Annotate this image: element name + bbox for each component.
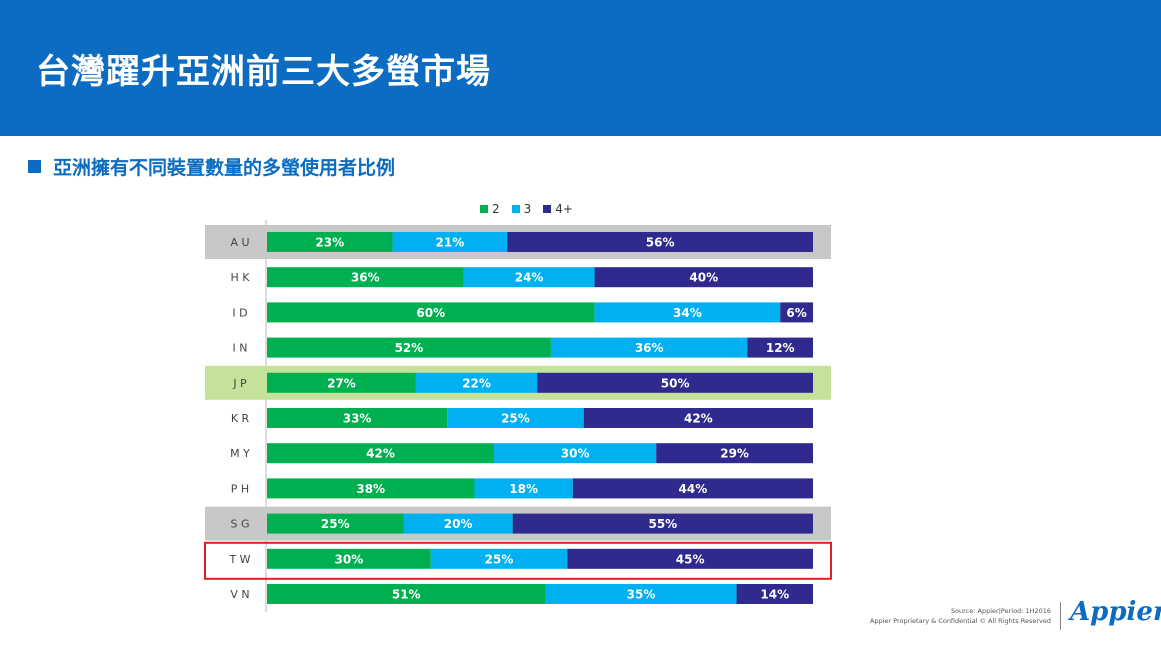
data-label: 52% [395, 341, 424, 355]
section-subtitle: 亞洲擁有不同裝置數量的多螢使用者比例 [53, 156, 396, 179]
legend-label: 4+ [555, 202, 573, 216]
bar-segment [463, 267, 595, 288]
data-label: 45% [676, 552, 705, 566]
data-label: 33% [343, 412, 372, 426]
data-label: 36% [351, 271, 380, 285]
data-label: 35% [627, 588, 656, 602]
bar-segment [267, 372, 416, 393]
data-label: 25% [485, 552, 514, 566]
data-label: 42% [684, 412, 713, 426]
data-label: 30% [335, 552, 364, 566]
data-label: 40% [689, 271, 718, 285]
bar-segment [583, 408, 813, 428]
legend-label: 3 [523, 202, 532, 216]
data-label: 56% [646, 236, 675, 250]
bar-segment [567, 548, 813, 569]
data-label: 20% [444, 517, 473, 531]
data-label: 23% [315, 236, 344, 250]
appier-logo: Appier [1070, 597, 1161, 627]
bar-segment [430, 548, 568, 569]
bar-segment [267, 267, 464, 288]
category-tick-label: S G [230, 518, 249, 531]
source-note: Source: Appier|Period: 1H2016 [950, 607, 1051, 615]
data-label: 18% [509, 482, 538, 496]
data-label: 55% [648, 517, 677, 531]
data-label: 30% [561, 447, 590, 461]
section-heading: 亞洲擁有不同裝置數量的多螢使用者比例 [28, 152, 395, 180]
footer-divider [1060, 602, 1061, 630]
header-banner: 台灣躍升亞洲前三大多螢市場 [0, 0, 1161, 136]
bar-segment [594, 302, 781, 323]
legend-swatch [480, 205, 488, 213]
data-label: 42% [366, 447, 395, 461]
category-tick-label: T W [228, 553, 250, 566]
category-tick-label: M Y [230, 447, 250, 460]
category-tick-label: P H [231, 482, 249, 495]
category-tick-label: K R [231, 412, 250, 425]
data-label: 22% [462, 376, 491, 390]
data-label: 34% [673, 306, 702, 320]
bar-segment [267, 584, 546, 604]
bar-segment [392, 232, 508, 252]
legend-swatch [543, 205, 552, 213]
data-label: 36% [635, 341, 664, 355]
bar-segment [537, 372, 813, 393]
square-bullet-icon [28, 159, 41, 173]
data-label: 60% [416, 306, 445, 320]
bar-segment [267, 478, 475, 499]
data-label: 50% [661, 376, 690, 390]
footer-text: Source: Appier|Period: 1H2016 Appier Pro… [870, 606, 1051, 626]
category-tick-label: V N [230, 588, 249, 601]
data-label: 25% [501, 412, 530, 426]
legend-label: 2 [492, 202, 500, 216]
bar-segment [736, 584, 813, 604]
data-label: 27% [327, 376, 356, 390]
legend-swatch [511, 205, 520, 213]
bar-segment [494, 443, 657, 464]
category-tick-label: J P [232, 377, 247, 390]
bar-segment [512, 513, 813, 534]
bar-segment [572, 478, 813, 499]
bar-segment [545, 584, 737, 604]
bar-segment [267, 337, 551, 358]
bar-segment [594, 267, 813, 288]
data-label: 38% [356, 482, 385, 496]
bar-segment [780, 302, 813, 323]
data-label: 14% [760, 588, 789, 602]
bar-segment [656, 443, 813, 464]
bar-segment [267, 443, 495, 464]
data-label: 44% [679, 482, 708, 496]
data-label: 12% [766, 341, 795, 355]
bar-segment [507, 232, 813, 252]
legend-item: 3 [511, 202, 532, 216]
bar-segment [267, 408, 448, 428]
bar-segment [267, 302, 595, 323]
category-tick-label: H K [231, 271, 251, 284]
page-title: 台灣躍升亞洲前三大多螢市場 [36, 52, 491, 92]
bar-segment [403, 513, 513, 534]
bar-segment [447, 408, 584, 428]
category-tick-label: I D [232, 306, 247, 319]
bar-segment [747, 337, 813, 358]
legend-item: 2 [480, 202, 500, 216]
legend-item: 4+ [543, 202, 573, 216]
confidential-note: Appier Proprietary & Confidential © All … [869, 617, 1051, 625]
data-label: 24% [515, 271, 544, 285]
bar-segment [474, 478, 573, 499]
data-label: 29% [720, 447, 749, 461]
data-label: 51% [392, 588, 421, 602]
chart-legend: 2 3 4+ [480, 201, 585, 217]
data-label: 25% [321, 517, 350, 531]
tw-highlight-outline [204, 541, 832, 580]
data-label: 6% [786, 306, 806, 320]
bar-segment [550, 337, 748, 358]
bar-segment [415, 372, 538, 393]
bar-segment [267, 548, 431, 569]
bar-segment [267, 232, 393, 252]
category-tick-label: A U [230, 236, 249, 249]
data-label: 21% [436, 236, 465, 250]
category-tick-label: I N [233, 342, 248, 355]
bar-segment [267, 513, 404, 534]
